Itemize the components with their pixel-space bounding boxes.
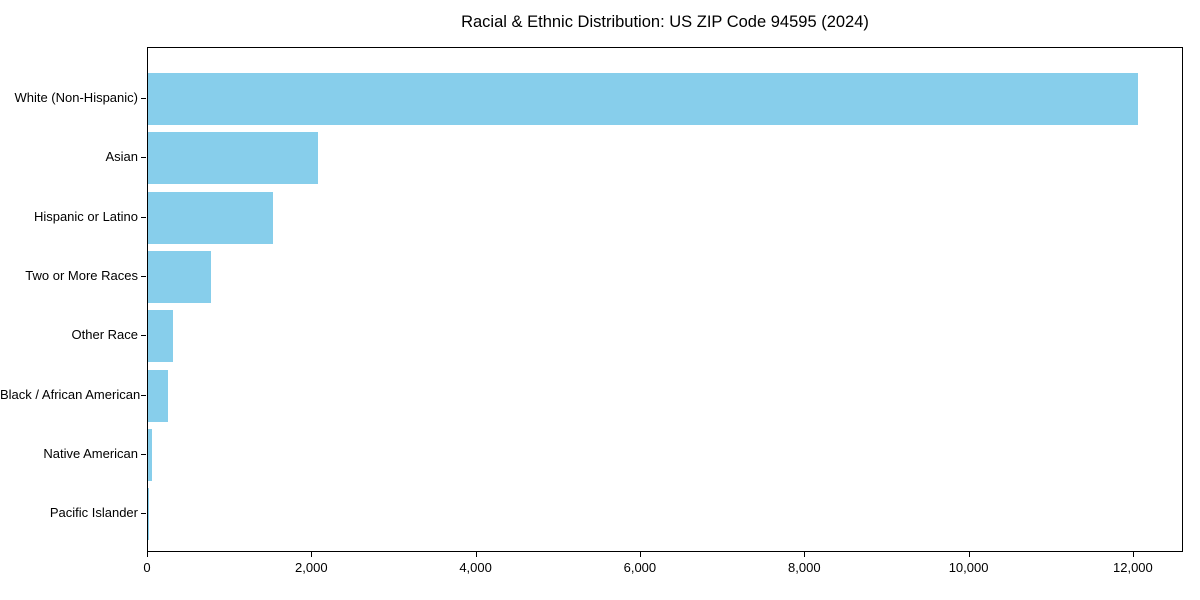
y-axis-label-hispanic-or-latino: Hispanic or Latino xyxy=(33,208,138,224)
x-tick-8-000 xyxy=(804,552,806,557)
bar-black-african-american xyxy=(148,369,169,422)
bar-white-non-hispanic xyxy=(148,73,1138,125)
x-axis-label-6-000: 6,000 xyxy=(623,560,657,575)
x-axis-label-2-000: 2,000 xyxy=(295,560,328,575)
y-axis-label-asian: Asian xyxy=(105,149,138,165)
y-axis-label-pacific-islander: Pacific Islander xyxy=(49,505,138,521)
y-tick-native-american xyxy=(141,453,146,455)
bar-two-or-more-races xyxy=(148,250,212,303)
x-tick-6-000 xyxy=(639,552,641,557)
bar-asian xyxy=(148,132,319,185)
x-axis-label-12-000: 12,000 xyxy=(1113,560,1153,575)
y-tick-pacific-islander xyxy=(141,513,146,515)
x-axis-label-8-000: 8,000 xyxy=(788,560,821,575)
y-tick-black-african-american xyxy=(141,394,146,396)
x-tick-0 xyxy=(147,552,148,557)
y-tick-asian xyxy=(141,157,146,159)
x-tick-10-000 xyxy=(968,552,970,557)
x-axis-label-0: 0 xyxy=(143,560,151,575)
y-tick-hispanic-or-latino xyxy=(141,216,146,218)
x-tick-12-000 xyxy=(1132,552,1134,557)
x-axis-label-10-000: 10,000 xyxy=(948,560,989,575)
y-axis-label-black-african-american: Black / African American xyxy=(0,386,141,402)
y-axis-label-other-race: Other Race xyxy=(71,327,138,343)
bar-native-american xyxy=(148,428,152,481)
chart-title: Racial & Ethnic Distribution: US ZIP Cod… xyxy=(461,13,869,31)
y-tick-two-or-more-races xyxy=(141,275,146,277)
x-axis-label-4-000: 4,000 xyxy=(459,560,492,575)
y-tick-white-non-hispanic xyxy=(141,98,146,99)
bar-other-race xyxy=(148,310,174,363)
x-tick-2-000 xyxy=(311,552,313,557)
y-axis-label-white-non-hispanic: White (Non-Hispanic) xyxy=(14,90,138,105)
y-tick-other-race xyxy=(141,335,146,337)
x-tick-4-000 xyxy=(475,552,477,557)
y-axis-label-native-american: Native American xyxy=(43,445,138,461)
plot-area xyxy=(147,47,1183,552)
bar-hispanic-or-latino xyxy=(148,191,274,244)
y-axis-label-two-or-more-races: Two or More Races xyxy=(25,267,138,283)
